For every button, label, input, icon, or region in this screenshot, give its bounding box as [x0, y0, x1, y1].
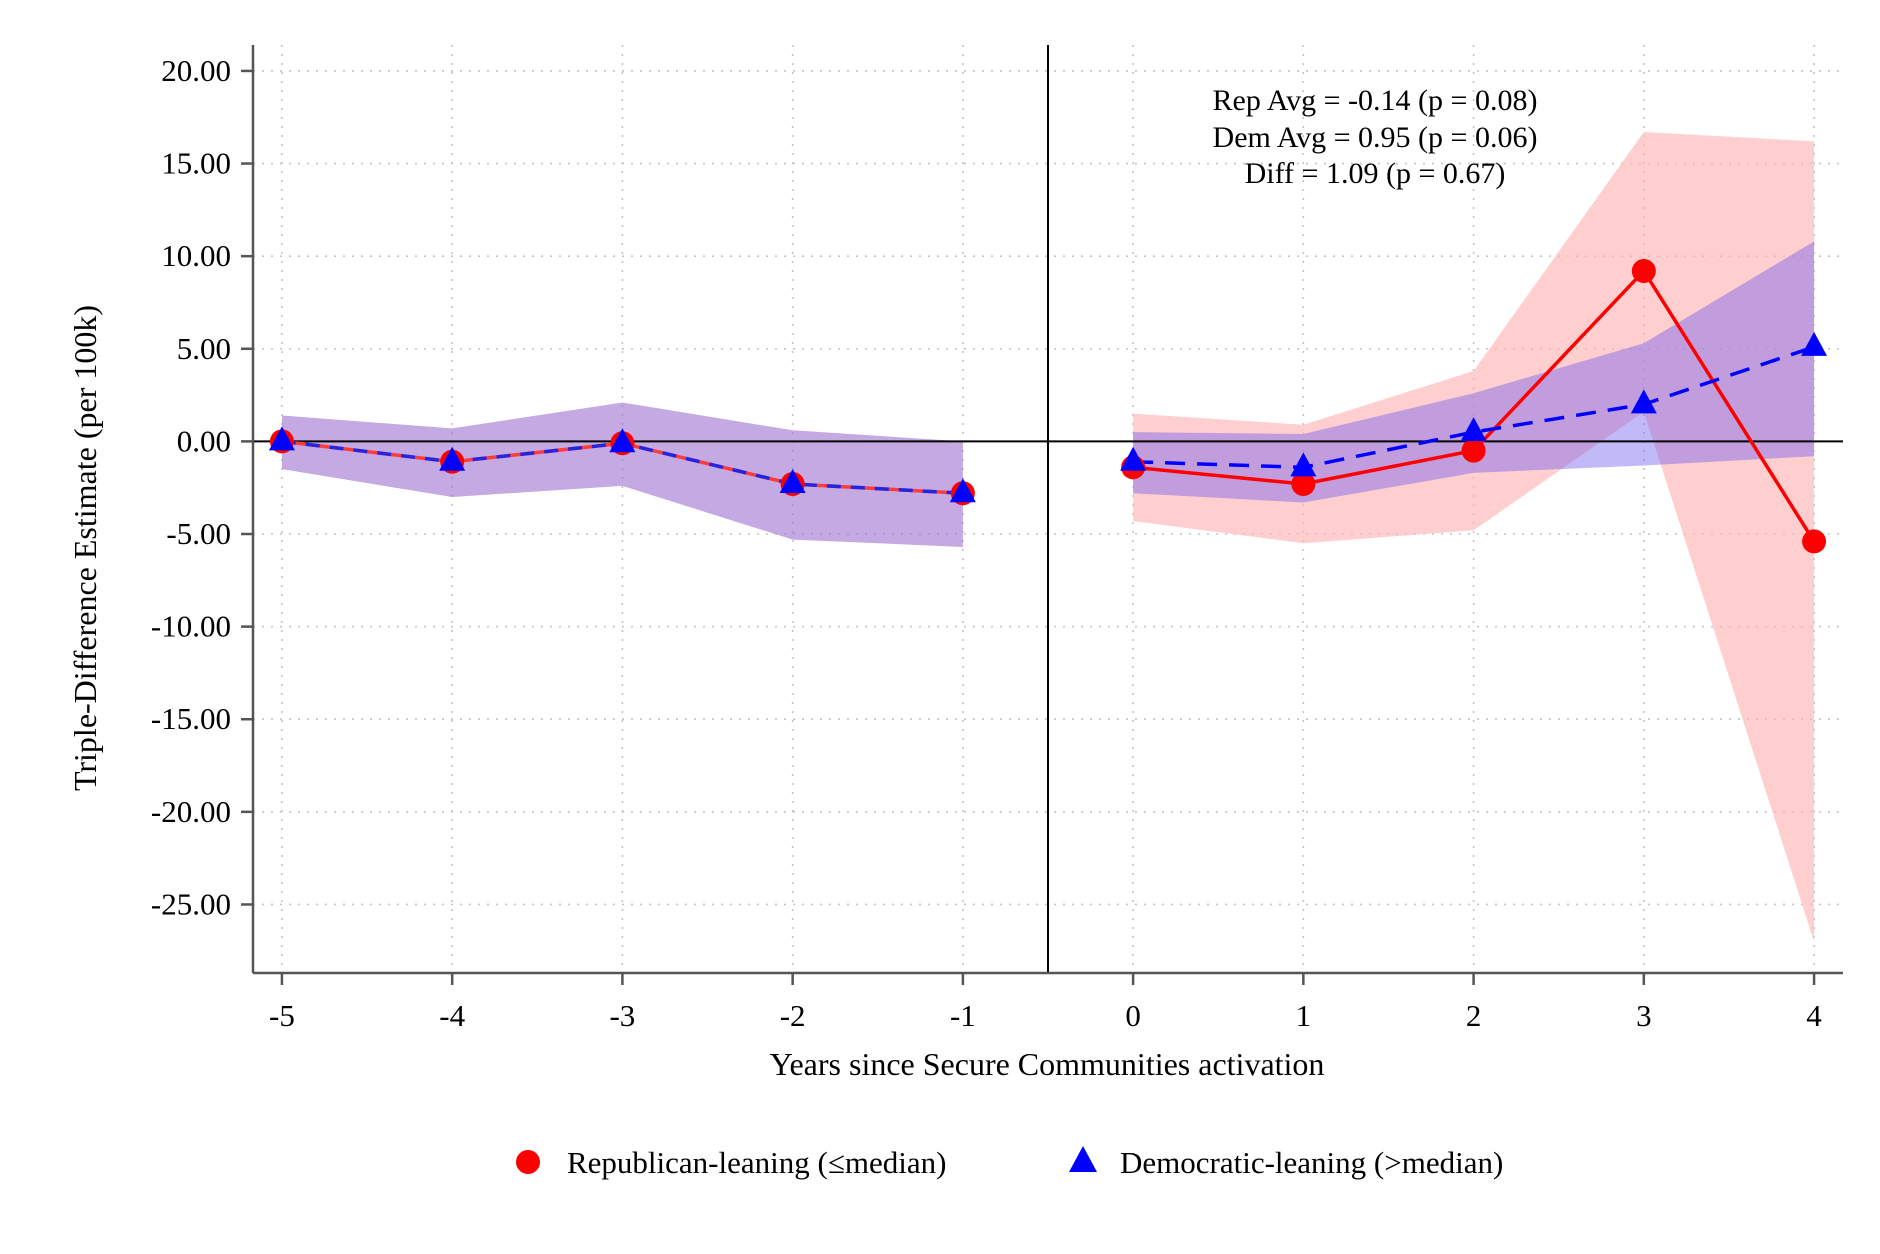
y-tick-label: -15.00 — [151, 701, 231, 736]
x-axis-title: Years since Secure Communities activatio… — [770, 1046, 1325, 1082]
point-democratic — [609, 428, 636, 453]
ci-band-democratic — [1133, 241, 1815, 503]
series-markers — [268, 258, 1828, 554]
point-democratic — [268, 426, 295, 451]
y-tick-label: 20.00 — [161, 53, 231, 88]
x-tick-label: 2 — [1466, 998, 1482, 1033]
legend-label-republican: Republican-leaning (≤median) — [567, 1145, 946, 1180]
annotation-diff: Diff = 1.09 (p = 0.67) — [1245, 157, 1506, 190]
annotation-rep-avg: Rep Avg = -0.14 (p = 0.08) — [1213, 84, 1538, 117]
y-tick-label: 0.00 — [177, 423, 231, 458]
tick-labels: 20.00 15.00 10.00 5.00 0.00 -5.00 -10.00 -15.00… — [151, 53, 1822, 1033]
legend-marker-democratic — [1069, 1146, 1097, 1172]
point-republican — [1631, 258, 1656, 283]
y-tick-label: 15.00 — [161, 146, 231, 181]
annotation-box: Rep Avg = -0.14 (p = 0.08) Dem Avg = 0.9… — [1213, 84, 1538, 190]
point-democratic — [1801, 331, 1828, 356]
axes — [241, 45, 1843, 985]
x-tick-label: -4 — [439, 998, 465, 1033]
y-tick-label: -5.00 — [166, 516, 231, 551]
x-tick-label: -5 — [269, 998, 295, 1033]
confidence-bands — [281, 132, 1815, 942]
point-republican — [1291, 471, 1316, 496]
y-axis-title: Triple-Difference Estimate (per 100k) — [67, 305, 103, 791]
legend: Republican-leaning (≤median) Democratic-… — [516, 1145, 1503, 1180]
reference-lines — [253, 45, 1843, 973]
y-tick-label: 5.00 — [177, 331, 231, 366]
x-tick-label: 4 — [1806, 998, 1822, 1033]
x-tick-label: 0 — [1125, 998, 1141, 1033]
point-democratic — [1290, 452, 1317, 477]
ci-band-republican — [1133, 132, 1815, 942]
annotation-dem-avg: Dem Avg = 0.95 (p = 0.06) — [1213, 121, 1538, 154]
x-tick-label: -3 — [609, 998, 635, 1033]
ci-band-pre-period — [281, 402, 963, 547]
series-line-democratic — [1133, 345, 1815, 470]
x-tick-label: -1 — [950, 998, 976, 1033]
x-tick-label: 3 — [1636, 998, 1652, 1033]
y-tick-label: -25.00 — [151, 886, 231, 921]
y-tick-label: -10.00 — [151, 609, 231, 644]
x-tick-label: 1 — [1296, 998, 1312, 1033]
legend-label-democratic: Democratic-leaning (>median) — [1120, 1145, 1503, 1180]
y-tick-label: -20.00 — [151, 794, 231, 829]
y-tick-label: 10.00 — [161, 238, 231, 273]
point-republican — [1461, 438, 1486, 463]
x-tick-label: -2 — [780, 998, 806, 1033]
legend-marker-republican — [516, 1150, 540, 1174]
point-democratic — [1460, 417, 1487, 442]
point-democratic — [1630, 389, 1657, 414]
point-democratic — [779, 468, 806, 493]
point-democratic — [1120, 446, 1147, 471]
point-republican — [1802, 529, 1827, 554]
point-democratic — [439, 446, 466, 471]
point-democratic — [949, 478, 976, 503]
